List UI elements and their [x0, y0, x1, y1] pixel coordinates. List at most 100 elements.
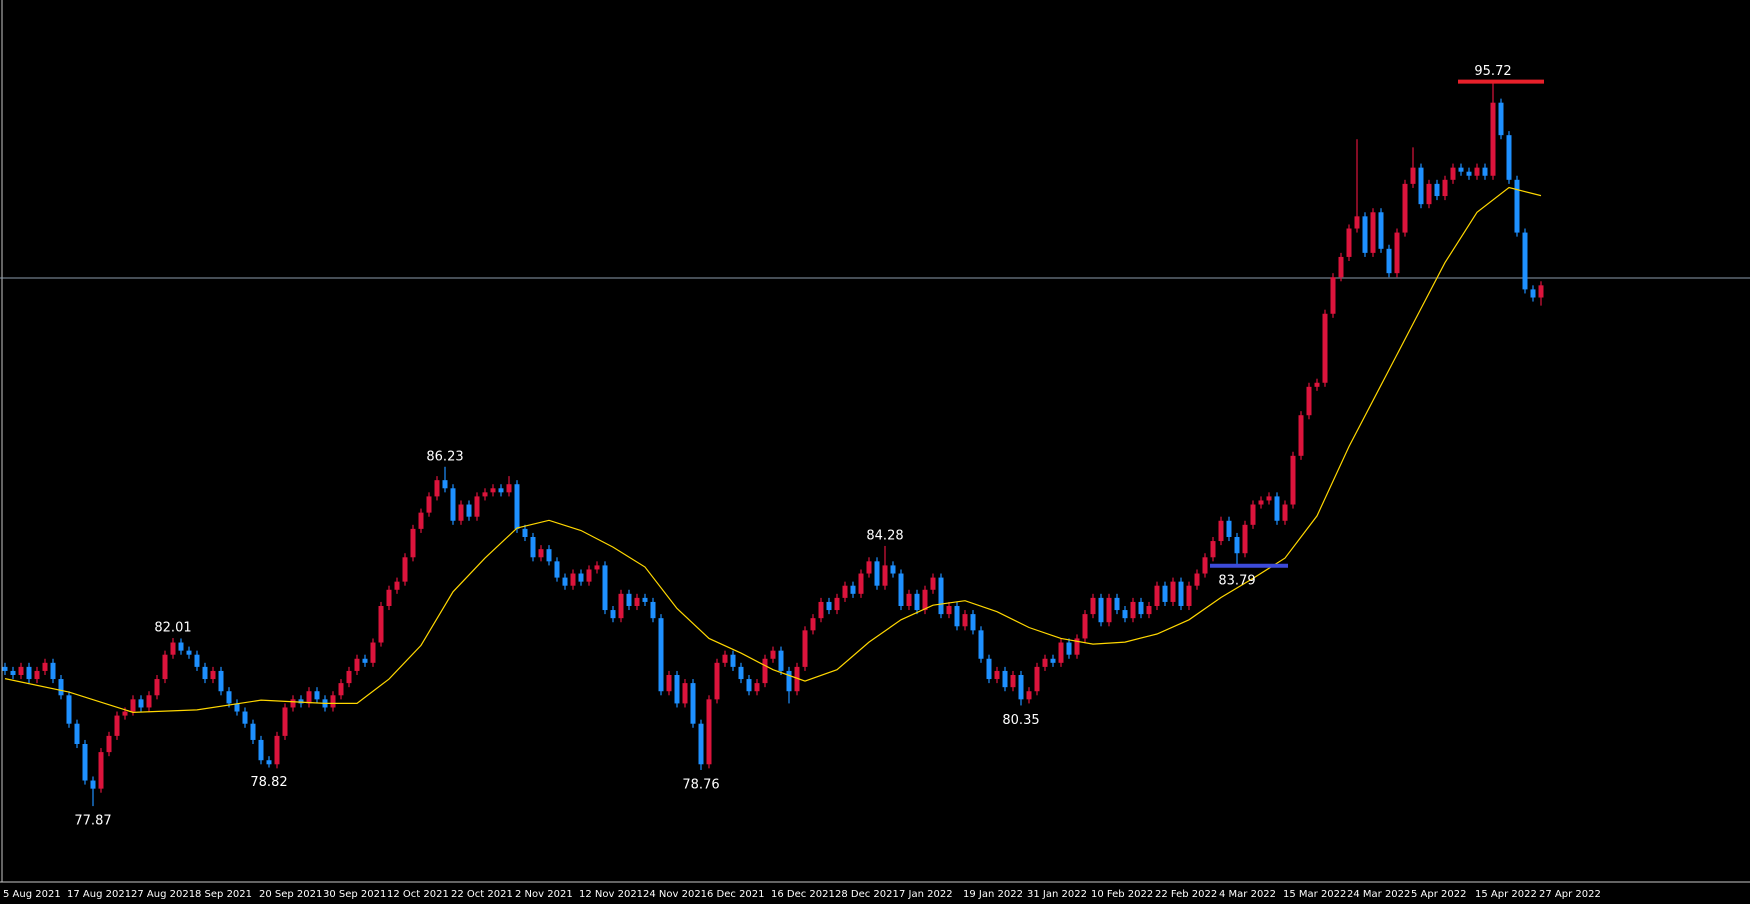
candle-body: [1354, 216, 1360, 229]
candle-body: [1362, 216, 1368, 253]
candle-body: [202, 666, 208, 680]
candle-body: [1178, 581, 1184, 606]
candle-body: [1114, 597, 1120, 611]
candle-body: [58, 679, 64, 696]
candle-body: [1426, 183, 1432, 205]
candle-body: [642, 597, 648, 602]
candle-body: [1170, 581, 1176, 602]
candle-body: [1530, 289, 1536, 298]
candle-body: [266, 760, 272, 765]
candle-body: [282, 707, 288, 736]
x-tick-label: 17 Aug 2021: [67, 889, 131, 900]
candle-body: [1074, 638, 1080, 655]
candle-body: [1058, 642, 1064, 663]
x-tick-label: 27 Apr 2022: [1539, 889, 1601, 900]
price-annotation: 95.72: [1474, 64, 1511, 79]
candle-body: [890, 565, 896, 574]
candle-body: [570, 573, 576, 586]
candle-body: [986, 658, 992, 680]
candle-body: [898, 573, 904, 606]
candle-body: [354, 658, 360, 671]
candle-body: [498, 488, 504, 493]
candle-body: [1210, 541, 1216, 558]
candle-body: [802, 630, 808, 667]
candle-body: [586, 569, 592, 582]
candle-body: [882, 565, 888, 586]
x-tick-label: 5 Aug 2021: [3, 889, 61, 900]
candle-body: [1434, 183, 1440, 197]
candle-body: [138, 699, 144, 708]
candle-body: [1298, 415, 1304, 456]
x-tick-label: 8 Sep 2021: [195, 889, 252, 900]
candle-body: [818, 601, 824, 619]
candle-body: [1154, 585, 1160, 606]
candle-body: [530, 536, 536, 558]
candle-body: [658, 618, 664, 692]
candle-body: [730, 654, 736, 667]
candle-body: [338, 683, 344, 696]
candle-body: [66, 695, 72, 724]
candle-body: [234, 703, 240, 712]
candle-body: [482, 492, 488, 497]
price-annotation: 80.35: [1002, 713, 1039, 728]
candle-body: [1010, 674, 1016, 688]
x-tick-label: 7 Jan 2022: [899, 889, 953, 900]
price-annotation: 78.76: [682, 777, 719, 792]
candle-body: [754, 683, 760, 692]
candle-body: [298, 699, 304, 704]
candle-body: [50, 662, 56, 680]
candle-body: [1226, 520, 1232, 537]
candle-body: [562, 577, 568, 586]
candle-body: [154, 679, 160, 696]
candle-body: [1090, 597, 1096, 615]
candle-body: [274, 735, 280, 765]
candle-body: [538, 549, 544, 558]
candle-body: [1442, 179, 1448, 197]
candle-body: [362, 658, 368, 663]
price-annotation: 77.87: [74, 814, 111, 829]
candle-body: [10, 670, 16, 675]
price-annotation: 86.23: [426, 449, 463, 464]
candle-body: [1002, 670, 1008, 688]
candle-body: [290, 699, 296, 708]
price-annotation: 84.28: [866, 528, 903, 543]
candle-body: [1346, 228, 1352, 257]
candle-body: [1042, 658, 1048, 667]
x-tick-label: 27 Aug 2021: [131, 889, 195, 900]
candle-body: [1466, 171, 1472, 176]
candle-body: [1418, 167, 1424, 205]
candle-body: [1522, 232, 1528, 290]
candle-body: [994, 670, 1000, 680]
candle-body: [442, 480, 448, 489]
candle-body: [810, 618, 816, 631]
price-annotation: 82.01: [154, 621, 191, 636]
candle-body: [178, 642, 184, 651]
candle-body: [1258, 500, 1264, 505]
x-tick-label: 22 Feb 2022: [1155, 889, 1217, 900]
candle-body: [18, 666, 24, 675]
x-tick-label: 10 Feb 2022: [1091, 889, 1153, 900]
candle-body: [1242, 524, 1248, 554]
candle-body: [666, 674, 672, 692]
candle-body: [610, 610, 616, 619]
candle-body: [122, 711, 128, 716]
candle-body: [1450, 167, 1456, 180]
candle-body: [1034, 666, 1040, 692]
candle-body: [1202, 557, 1208, 574]
candle-body: [1098, 597, 1104, 623]
x-tick-label: 2 Nov 2021: [515, 889, 573, 900]
candle-body: [1498, 102, 1504, 136]
candle-body: [722, 654, 728, 663]
candle-body: [458, 504, 464, 521]
x-tick-label: 28 Dec 2021: [835, 889, 899, 900]
candle-body: [962, 614, 968, 627]
price-annotation: 83.79: [1218, 573, 1255, 588]
candle-body: [906, 593, 912, 606]
candle-body: [170, 642, 176, 655]
candle-body: [1322, 313, 1328, 383]
candle-body: [1194, 573, 1200, 586]
candle-body: [1130, 601, 1136, 619]
candle-body: [1026, 691, 1032, 700]
moving-average: [4, 186, 1542, 713]
candle-body: [1474, 167, 1480, 176]
